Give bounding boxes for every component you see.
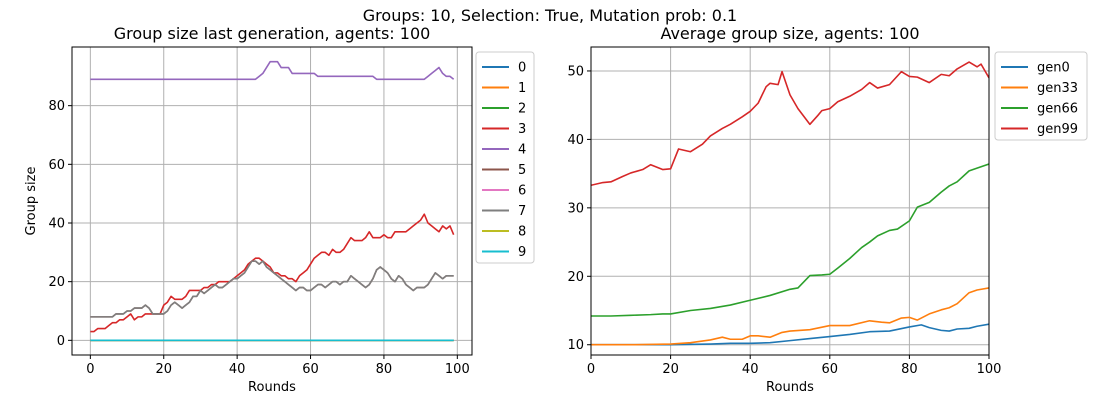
y-tick-label: 40	[48, 217, 65, 232]
y-tick-label: 30	[567, 201, 584, 216]
series-line-gen99	[591, 61, 989, 187]
series-line-gen33	[591, 287, 989, 346]
legend-label: gen99	[1037, 122, 1078, 137]
series-line-3	[90, 213, 455, 333]
x-axis-label: Rounds	[766, 380, 814, 395]
y-tick-label: 10	[567, 338, 584, 353]
plot-area	[72, 47, 472, 355]
plot-area	[591, 47, 989, 355]
y-tick-label: 0	[57, 334, 65, 349]
x-tick-label: 80	[376, 362, 393, 377]
y-tick-label: 60	[48, 158, 65, 173]
x-tick-label: 60	[822, 362, 839, 377]
x-tick-label: 80	[901, 362, 918, 377]
legend-label: gen33	[1037, 81, 1078, 96]
x-tick-label: 40	[229, 362, 246, 377]
series-line-7	[90, 260, 454, 318]
series-line-gen0	[591, 323, 989, 346]
chart-title: Average group size, agents: 100	[660, 24, 919, 43]
legend-label: gen0	[1037, 61, 1070, 76]
x-tick-label: 60	[302, 362, 319, 377]
panel-average-group-size: 0 20 40 60 80 100 10 20 30 40 50 Average group size…	[567, 24, 1088, 395]
y-tick-label: 80	[48, 99, 65, 114]
x-tick-label: 100	[445, 362, 470, 377]
legend-label: 3	[518, 122, 526, 137]
legend: 0 1 2 3 4 5 6 7 8 9	[475, 51, 535, 264]
series-line-4	[90, 60, 455, 81]
legend: gen0 gen33 gen66 gen99	[994, 51, 1088, 141]
legend-label: 1	[518, 81, 526, 96]
legend-label: 0	[518, 61, 526, 76]
x-tick-label: 40	[742, 362, 759, 377]
y-axis-label: Group size	[24, 167, 39, 236]
x-tick-label: 20	[155, 362, 172, 377]
x-axis-label: Rounds	[248, 380, 296, 395]
y-tick-label: 40	[567, 133, 584, 148]
legend-label: 6	[518, 184, 526, 199]
y-tick-label: 20	[48, 275, 65, 290]
legend-label: 4	[518, 143, 526, 158]
legend-label: gen66	[1037, 102, 1078, 117]
chart-title: Group size last generation, agents: 100	[114, 24, 431, 43]
series-line-gen66	[591, 163, 989, 317]
y-tick-label: 50	[567, 64, 584, 79]
y-tick-label: 20	[567, 270, 584, 285]
legend-label: 2	[518, 102, 526, 117]
figure-suptitle: Groups: 10, Selection: True, Mutation pr…	[363, 6, 737, 25]
x-tick-label: 0	[587, 362, 595, 377]
legend-label: 9	[518, 245, 526, 260]
axes-frame	[71, 46, 473, 356]
axes-frame	[590, 46, 990, 356]
legend-label: 7	[518, 204, 526, 219]
legend-label: 8	[518, 225, 526, 240]
legend-label: 5	[518, 163, 526, 178]
x-tick-label: 20	[662, 362, 679, 377]
legend-box	[994, 51, 1088, 141]
x-tick-label: 0	[86, 362, 94, 377]
x-tick-label: 100	[977, 362, 1002, 377]
